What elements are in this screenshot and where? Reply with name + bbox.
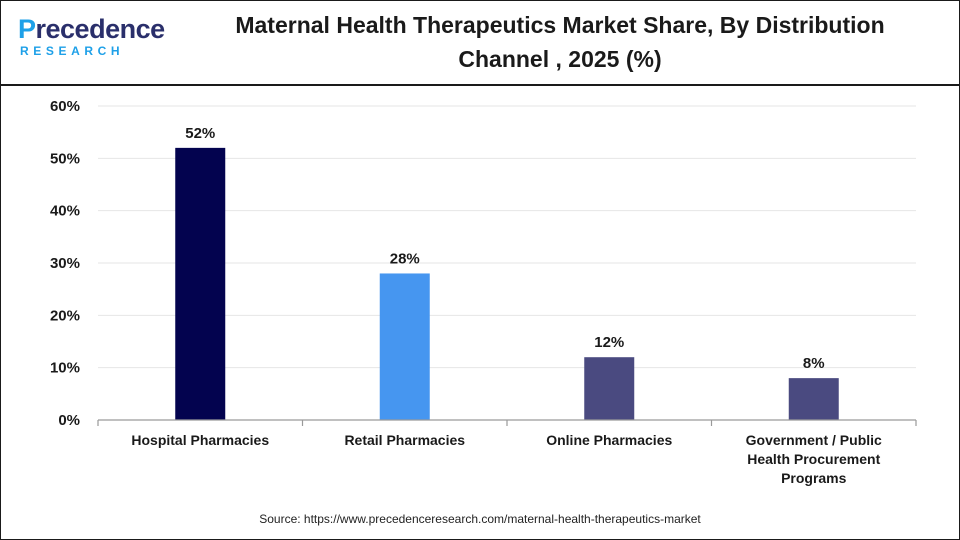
y-tick-label: 60% [50, 98, 80, 115]
x-tick-label-line: Online Pharmacies [546, 432, 672, 448]
header: Precedence RESEARCH Maternal Health Ther… [0, 0, 960, 84]
bars [175, 147, 839, 420]
gridlines [98, 105, 916, 369]
precedence-research-logo: Precedence RESEARCH [18, 14, 165, 64]
x-tick-label-line: Retail Pharmacies [344, 432, 465, 448]
chart-title: Maternal Health Therapeutics Market Shar… [235, 12, 885, 72]
y-tick-label: 30% [50, 255, 80, 272]
x-axis [97, 419, 917, 426]
x-tick-label: Hospital Pharmacies [131, 432, 269, 448]
data-label: 28% [390, 250, 420, 267]
x-axis-labels: Hospital Pharmacies Retail Pharmacies Onli… [131, 432, 882, 486]
data-labels: 52% 28% 12% 8% [185, 125, 824, 372]
bar [788, 378, 839, 420]
bar [379, 273, 430, 420]
logo-wordmark: Precedence [18, 14, 165, 44]
bar [584, 357, 635, 420]
y-tick-label: 10% [50, 360, 80, 377]
y-tick-label: 50% [50, 150, 80, 167]
y-tick-label: 40% [50, 203, 80, 220]
bar [175, 147, 226, 420]
x-tick-label-line: Programs [781, 470, 847, 486]
logo-subtitle: RESEARCH [20, 44, 125, 58]
data-label: 8% [803, 355, 825, 372]
x-tick-label: Government / Public Health Procurement Pro… [746, 432, 882, 486]
data-label: 52% [185, 125, 215, 142]
x-tick-label-line: Hospital Pharmacies [131, 432, 269, 448]
x-tick-label-line: Health Procurement [747, 451, 880, 467]
x-tick-label: Retail Pharmacies [344, 432, 465, 448]
header-divider [0, 84, 960, 86]
x-tick-label: Online Pharmacies [546, 432, 672, 448]
y-tick-label: 20% [50, 307, 80, 324]
y-axis-ticks: 0% 10% 20% 30% 40% 50% 60% [50, 98, 80, 429]
x-tick-label-line: Government / Public [746, 432, 882, 448]
y-tick-label: 0% [58, 412, 80, 429]
data-label: 12% [594, 334, 624, 351]
source-note: Source: https://www.precedenceresearch.c… [259, 512, 701, 526]
